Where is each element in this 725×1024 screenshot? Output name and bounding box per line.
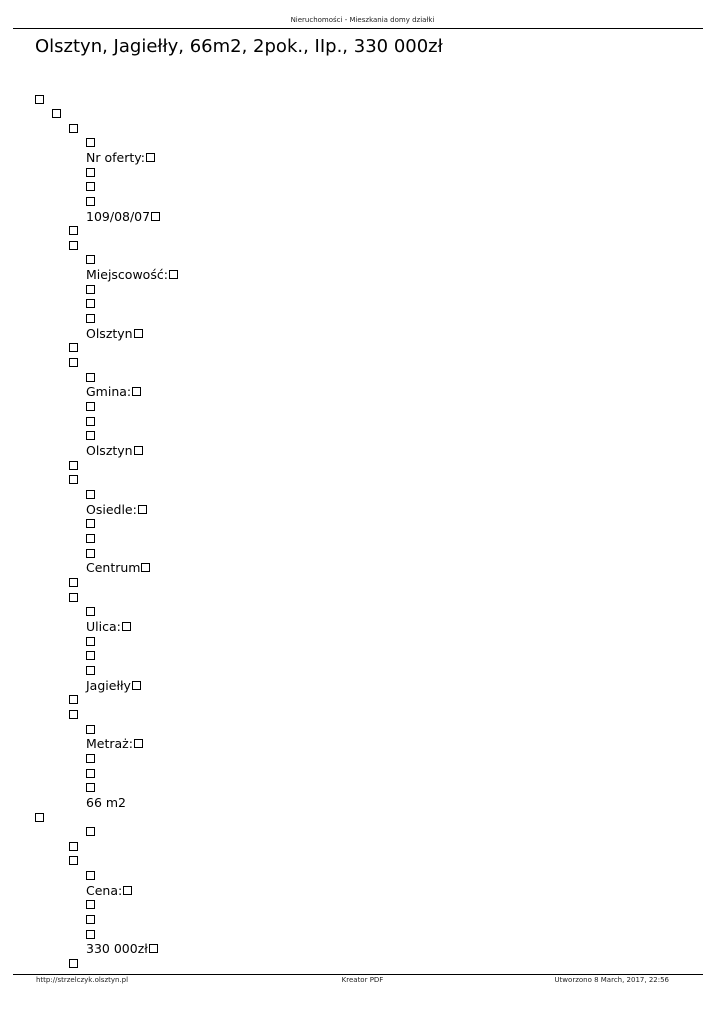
placeholder-glyph — [86, 649, 95, 663]
header-divider — [13, 28, 703, 29]
placeholder-glyph — [86, 825, 95, 839]
placeholder-glyph — [86, 400, 95, 414]
footer-url-link[interactable]: http://strzelczyk.olsztyn.pl — [36, 976, 129, 984]
placeholder-glyph — [86, 752, 95, 766]
placeholder-glyph — [86, 488, 95, 502]
field-label-district: Osiedle: — [86, 503, 147, 517]
placeholder-glyph — [86, 913, 95, 927]
field-label-commune: Gmina: — [86, 385, 142, 399]
placeholder-glyph — [86, 136, 95, 150]
placeholder-glyph — [86, 869, 95, 883]
placeholder-glyph — [86, 532, 95, 546]
field-value-district: Centrum — [86, 561, 151, 575]
footer-generator: Kreator PDF — [341, 976, 384, 984]
field-value-city: Olsztyn — [86, 327, 143, 341]
field-label-offer-number: Nr oferty: — [86, 151, 155, 165]
footer-created-date: Utworzono 8 March, 2017, 22:56 — [554, 976, 669, 984]
site-header: Nieruchomości - Mieszkania domy działki — [290, 16, 435, 24]
placeholder-glyph — [86, 195, 95, 209]
placeholder-glyph — [86, 371, 95, 385]
placeholder-glyph — [86, 180, 95, 194]
placeholder-glyph — [69, 122, 78, 136]
placeholder-glyph — [86, 253, 95, 267]
placeholder-glyph — [86, 767, 95, 781]
field-value-area: 66 m2 — [86, 795, 127, 810]
placeholder-glyph — [86, 781, 95, 795]
placeholder-glyph — [69, 854, 78, 868]
placeholder-glyph — [69, 459, 78, 473]
placeholder-glyph — [86, 635, 95, 649]
field-value-street: Jagiełły — [86, 679, 141, 693]
placeholder-glyph — [69, 356, 78, 370]
placeholder-glyph — [52, 107, 61, 121]
placeholder-glyph — [86, 312, 95, 326]
footer-divider — [13, 974, 703, 975]
field-value-offer-number: 109/08/07 — [86, 210, 161, 224]
listing-title: Olsztyn, Jagiełły, 66m2, 2pok., IIp., 33… — [35, 36, 443, 57]
placeholder-glyph — [86, 429, 95, 443]
field-value-commune: Olsztyn — [86, 444, 143, 458]
placeholder-glyph — [69, 576, 78, 590]
placeholder-glyph — [69, 693, 78, 707]
placeholder-glyph — [69, 591, 78, 605]
site-footer: http://strzelczyk.olsztyn.pl Kreator PDF… — [0, 976, 725, 988]
field-label-price: Cena: — [86, 884, 133, 898]
placeholder-glyph — [69, 957, 78, 971]
placeholder-glyph — [35, 811, 44, 825]
placeholder-glyph — [86, 605, 95, 619]
placeholder-glyph — [69, 224, 78, 238]
placeholder-glyph — [69, 341, 78, 355]
placeholder-glyph — [86, 283, 95, 297]
placeholder-glyph — [69, 239, 78, 253]
placeholder-glyph — [35, 93, 44, 107]
placeholder-glyph — [86, 166, 95, 180]
placeholder-glyph — [86, 517, 95, 531]
field-label-area: Metraż: — [86, 737, 143, 751]
placeholder-glyph — [86, 547, 95, 561]
placeholder-glyph — [69, 473, 78, 487]
placeholder-glyph — [86, 898, 95, 912]
placeholder-glyph — [86, 415, 95, 429]
placeholder-glyph — [86, 297, 95, 311]
placeholder-glyph — [86, 928, 95, 942]
placeholder-glyph — [69, 840, 78, 854]
placeholder-glyph — [69, 708, 78, 722]
field-value-price: 330 000zł — [86, 942, 158, 956]
placeholder-glyph — [86, 723, 95, 737]
field-label-city: Miejscowość: — [86, 268, 178, 282]
placeholder-glyph — [86, 664, 95, 678]
field-label-street: Ulica: — [86, 620, 131, 634]
